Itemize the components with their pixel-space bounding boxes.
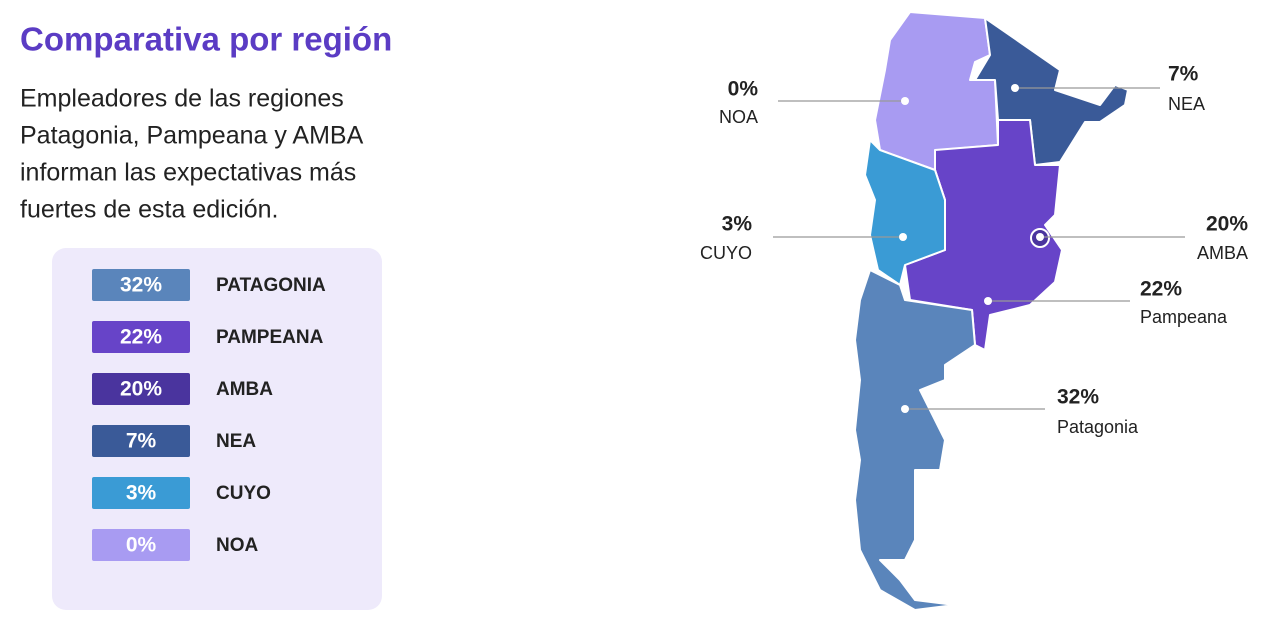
legend-name: PAMPEANA — [216, 327, 324, 348]
legend-value: 0% — [126, 534, 157, 557]
map-value: 32% — [1057, 386, 1099, 409]
leader-dot — [984, 297, 992, 305]
leader-dot — [1036, 233, 1044, 241]
legend-name: NEA — [216, 431, 256, 452]
legend-name: PATAGONIA — [216, 275, 326, 296]
legend-name: CUYO — [216, 483, 271, 504]
map-value: 3% — [722, 213, 753, 236]
legend-badge — [92, 321, 190, 353]
title: Comparativa por región — [20, 21, 392, 58]
description-line: informan las expectativas más — [20, 159, 356, 187]
leader-dot — [899, 233, 907, 241]
map-name: AMBA — [1197, 243, 1248, 263]
leader-dot — [901, 405, 909, 413]
description-line: fuertes de esta edición. — [20, 196, 279, 224]
map-value: 22% — [1140, 278, 1182, 301]
map-labels: 0% NOA 7% NEA 3% CUYO 20% AMBA 22% Pampe… — [700, 63, 1248, 437]
region-patagonia — [854, 269, 976, 611]
legend-badge — [92, 477, 190, 509]
map — [854, 11, 1129, 611]
map-value: 20% — [1206, 213, 1248, 236]
region-nea — [974, 17, 1129, 166]
legend-badge — [92, 269, 190, 301]
leader-dot — [901, 97, 909, 105]
map-value: 0% — [728, 78, 759, 101]
region-cuyo — [864, 139, 946, 286]
legend: 32% PATAGONIA 22% PAMPEANA 20% AMBA 7% NEA 3% CUY… — [92, 269, 326, 561]
legend-badge — [92, 425, 190, 457]
legend-name: NOA — [216, 535, 259, 556]
legend-value: 7% — [126, 430, 157, 453]
legend-name: AMBA — [216, 379, 273, 400]
description-line: Empleadores de las regiones — [20, 85, 344, 113]
map-name: Pampeana — [1140, 307, 1228, 327]
map-value: 7% — [1168, 63, 1199, 86]
leader-dot — [1011, 84, 1019, 92]
map-name: NOA — [719, 107, 758, 127]
description-line: Patagonia, Pampeana y AMBA — [20, 122, 364, 150]
legend-value: 22% — [120, 326, 162, 349]
legend-value: 3% — [126, 482, 157, 505]
map-name: NEA — [1168, 94, 1205, 114]
legend-value: 32% — [120, 274, 162, 297]
legend-value: 20% — [120, 378, 162, 401]
legend-badge — [92, 529, 190, 561]
legend-badge — [92, 373, 190, 405]
map-name: CUYO — [700, 243, 752, 263]
map-name: Patagonia — [1057, 417, 1139, 437]
